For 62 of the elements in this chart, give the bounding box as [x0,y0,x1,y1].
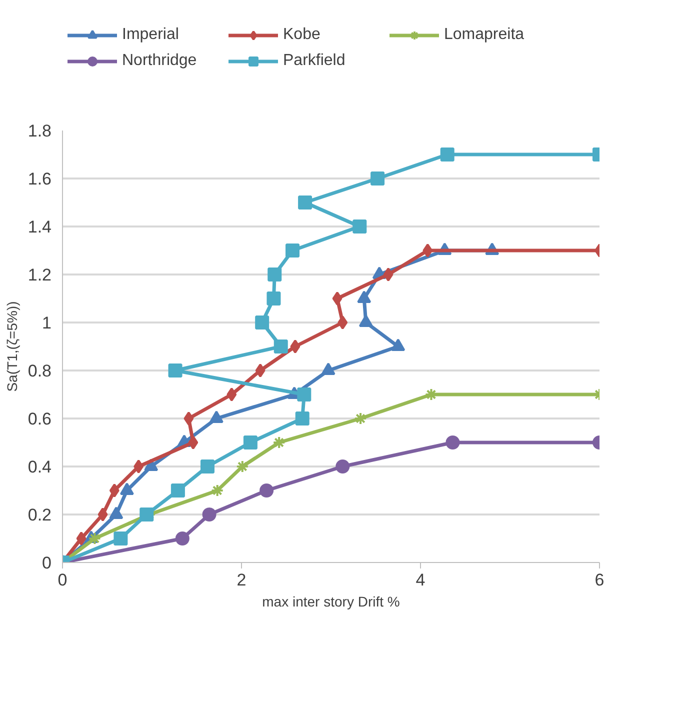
y-tick-label: 0.8 [28,362,52,380]
y-tick-label: 1.8 [28,122,52,140]
y-tick-label: 0.4 [28,458,52,476]
point [134,460,144,474]
point [446,436,460,450]
y-tick-label: 1.2 [28,266,52,284]
point [170,484,185,498]
y-tick-label: 0.6 [28,410,52,428]
point [268,268,282,282]
point [295,412,310,426]
point [286,244,300,258]
point [332,292,342,306]
point [290,340,300,354]
x-tick-label: 2 [236,570,246,590]
point [210,484,224,497]
x-tick-label: 4 [416,570,426,590]
point [140,508,154,522]
point [243,436,258,450]
legend-label: Parkfield [283,52,346,70]
x-axis-title: max inter story Drift % [262,594,400,610]
point [298,196,312,210]
y-tick-label: 0.2 [28,506,52,524]
point [114,532,128,546]
point [354,412,368,425]
point [336,460,350,474]
point [272,436,286,449]
legend-label: Kobe [283,26,322,44]
point [175,532,190,546]
point [424,388,438,401]
point [184,412,194,426]
point [188,436,198,450]
y-axis-title: Sa(T1,(ζ=5%)) [4,301,20,392]
point [255,364,266,378]
point [352,220,367,234]
point [383,268,394,282]
point [338,316,348,330]
point [440,148,454,162]
point [98,508,108,522]
point [200,460,214,474]
point [202,508,216,522]
x-tick-label: 6 [594,570,604,590]
point [274,340,288,354]
y-tick-label: 1 [42,314,52,332]
legend-label: Northridge [122,52,198,70]
point [266,292,281,306]
point [226,388,237,402]
legend-label: Lomapreita [444,26,526,44]
point [109,484,120,498]
point [236,460,249,473]
point [168,364,182,378]
point [255,316,270,330]
point [422,244,433,258]
point [260,484,274,498]
y-tick-label: 0 [42,554,52,572]
point [370,172,385,186]
point [297,388,312,402]
point [76,532,86,546]
y-tick-label: 1.4 [28,218,52,236]
legend-label: Imperial [122,26,180,44]
x-tick-label: 0 [58,570,68,590]
point [88,532,102,545]
y-tick-label: 1.6 [28,170,52,188]
